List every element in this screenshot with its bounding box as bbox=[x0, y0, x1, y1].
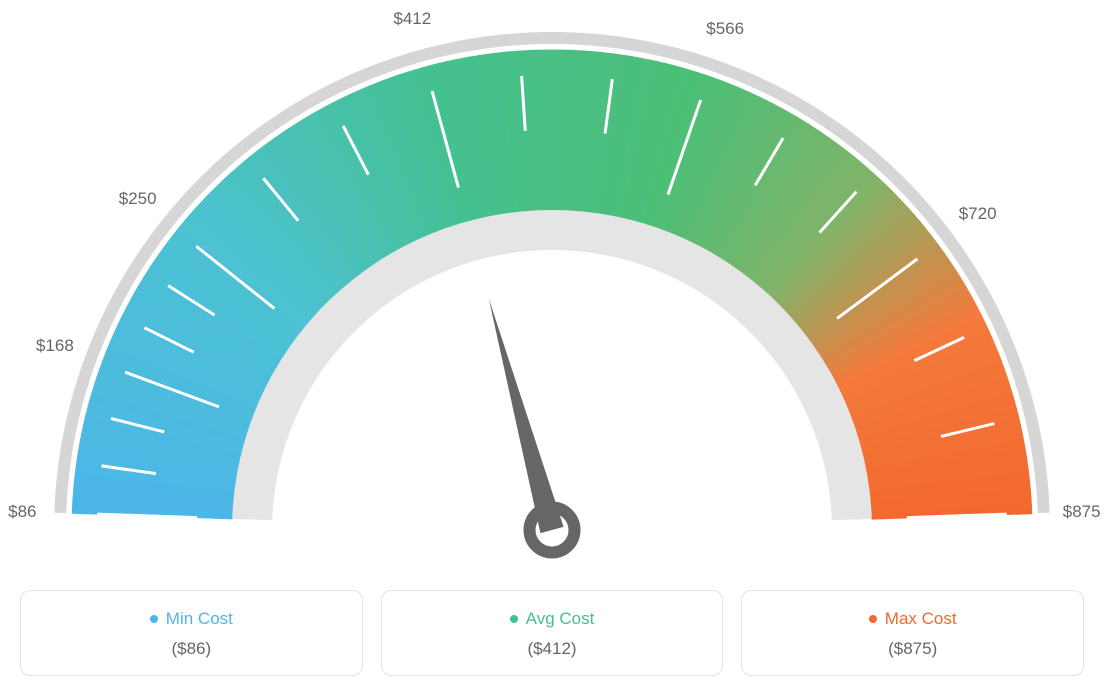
tick-label: $250 bbox=[119, 189, 157, 209]
legend-title: Max Cost bbox=[869, 609, 957, 629]
legend-value: ($412) bbox=[392, 639, 713, 659]
tick-label: $86 bbox=[8, 502, 36, 522]
legend-title: Avg Cost bbox=[510, 609, 595, 629]
legend-title: Min Cost bbox=[150, 609, 233, 629]
legend-dot-icon bbox=[150, 615, 158, 623]
legend-card-min: Min Cost ($86) bbox=[20, 590, 363, 676]
tick-label: $875 bbox=[1063, 502, 1101, 522]
legend-row: Min Cost ($86) Avg Cost ($412) Max Cost ($875… bbox=[20, 590, 1084, 676]
legend-value: ($86) bbox=[31, 639, 352, 659]
legend-value: ($875) bbox=[752, 639, 1073, 659]
colored-arc bbox=[72, 50, 1031, 519]
legend-label: Avg Cost bbox=[526, 609, 595, 629]
tick-label: $566 bbox=[706, 19, 744, 39]
cost-gauge-widget: $86$168$250$412$566$720$875 Min Cost($86… bbox=[20, 20, 1084, 676]
legend-label: Max Cost bbox=[885, 609, 957, 629]
legend-card-max: Max Cost ($875) bbox=[741, 590, 1084, 676]
tick-label: $720 bbox=[959, 204, 997, 224]
legend-label: Min Cost bbox=[166, 609, 233, 629]
tick-label: $168 bbox=[36, 336, 74, 356]
needle bbox=[489, 298, 575, 552]
legend-dot-icon bbox=[510, 615, 518, 623]
tick-label: $412 bbox=[393, 9, 431, 29]
legend-dot-icon bbox=[869, 615, 877, 623]
gauge-area: $86$168$250$412$566$720$875 bbox=[20, 20, 1084, 580]
gauge-svg bbox=[20, 20, 1084, 580]
legend-card-avg: Avg Cost ($412) bbox=[381, 590, 724, 676]
